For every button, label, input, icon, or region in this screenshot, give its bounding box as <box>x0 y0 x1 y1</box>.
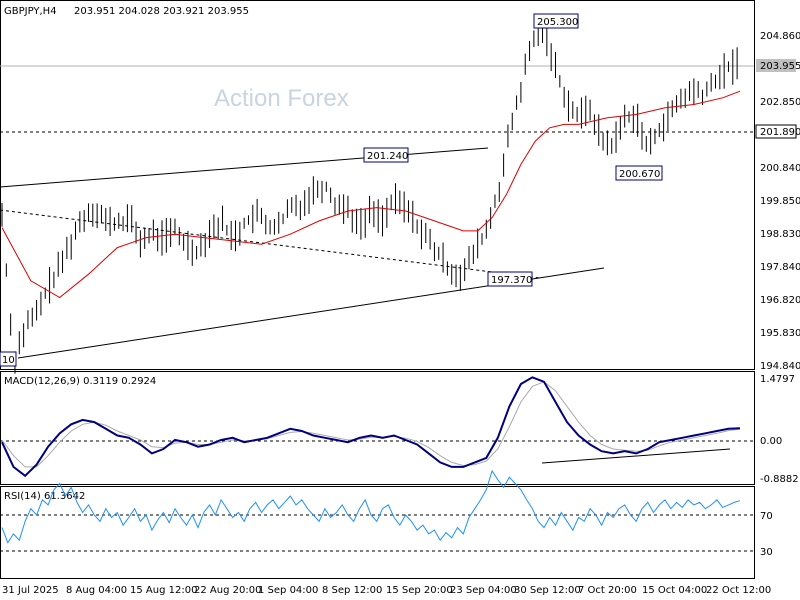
support-level-marker <box>755 124 797 139</box>
rsi-tick: 30 <box>760 547 773 558</box>
price-tick: 195.830 <box>760 328 800 339</box>
annotation-upper: 201.240 <box>363 147 409 163</box>
annotation-swing-label: 200.670 <box>619 169 660 180</box>
macd-panel-frame <box>0 371 755 485</box>
time-axis: 31 Jul 2025 8 Aug 04:00 15 Aug 12:00 22 … <box>2 585 771 596</box>
macd-tick: 0.00 <box>760 436 782 447</box>
price-tick: 196.820 <box>760 295 800 306</box>
time-tick: 7 Oct 20:00 <box>578 585 637 596</box>
symbol-title: GBPJPY,H4 <box>4 6 57 17</box>
annotation-left: 10 <box>0 351 17 367</box>
current-price-marker <box>756 59 796 72</box>
support-level-label: 201.890 <box>760 127 800 138</box>
macd-title: MACD(12,26,9) 0.3119 0.2924 <box>4 376 156 387</box>
price-tick: 198.830 <box>760 229 800 240</box>
price-tick: 204.860 <box>760 31 800 42</box>
annotation-upper-label: 201.240 <box>367 151 408 162</box>
price-tick: 202.850 <box>760 97 800 108</box>
macd-line <box>1 376 741 478</box>
price-tick: 200.840 <box>760 163 800 174</box>
rsi-panel-frame <box>0 486 755 579</box>
price-tick: 194.840 <box>760 361 800 372</box>
time-tick: 23 Sep 04:00 <box>450 585 517 596</box>
macd-trend-line <box>541 448 731 464</box>
time-tick: 8 Sep 12:00 <box>322 585 382 596</box>
price-axis: 204.860 203.955 202.850 201.890 200.840 … <box>755 31 800 372</box>
time-tick: 1 Sep 04:00 <box>258 585 318 596</box>
annotation-high-label: 205.300 <box>537 17 578 28</box>
price-tick: 199.850 <box>760 196 800 207</box>
price-tick: 197.840 <box>760 262 800 273</box>
annotation-high: 205.300 <box>533 13 579 29</box>
time-tick: 22 Aug 20:00 <box>194 585 261 596</box>
annotation-left-label: 10 <box>2 355 15 366</box>
dashed-trend-line <box>0 209 541 279</box>
rsi-tick: 70 <box>760 511 773 522</box>
time-tick: 8 Aug 04:00 <box>66 585 127 596</box>
macd-signal-line <box>1 381 741 468</box>
annotation-low-label: 197.370 <box>491 275 532 286</box>
time-tick: 15 Oct 04:00 <box>642 585 707 596</box>
time-tick: 15 Aug 12:00 <box>130 585 197 596</box>
current-price-label: 203.955 <box>760 61 800 72</box>
annotation-low: 197.370 <box>487 271 533 287</box>
ohlc-readout: 203.951 204.028 203.921 203.955 <box>74 6 249 17</box>
moving-average-line <box>1 90 741 299</box>
time-tick: 22 Oct 12:00 <box>706 585 771 596</box>
annotation-swing: 200.670 <box>615 165 663 181</box>
time-tick: 31 Jul 2025 <box>2 585 59 596</box>
price-panel-frame <box>0 0 755 370</box>
watermark: Action Forex <box>214 85 349 112</box>
time-tick: 30 Sep 12:00 <box>514 585 581 596</box>
macd-tick: -0.8882 <box>760 474 799 485</box>
rsi-line <box>1 469 741 544</box>
price-bars <box>1 19 738 374</box>
time-tick: 15 Sep 20:00 <box>386 585 453 596</box>
rsi-title: RSI(14) 61.3642 <box>4 491 85 502</box>
macd-tick: 1.4797 <box>760 374 795 385</box>
